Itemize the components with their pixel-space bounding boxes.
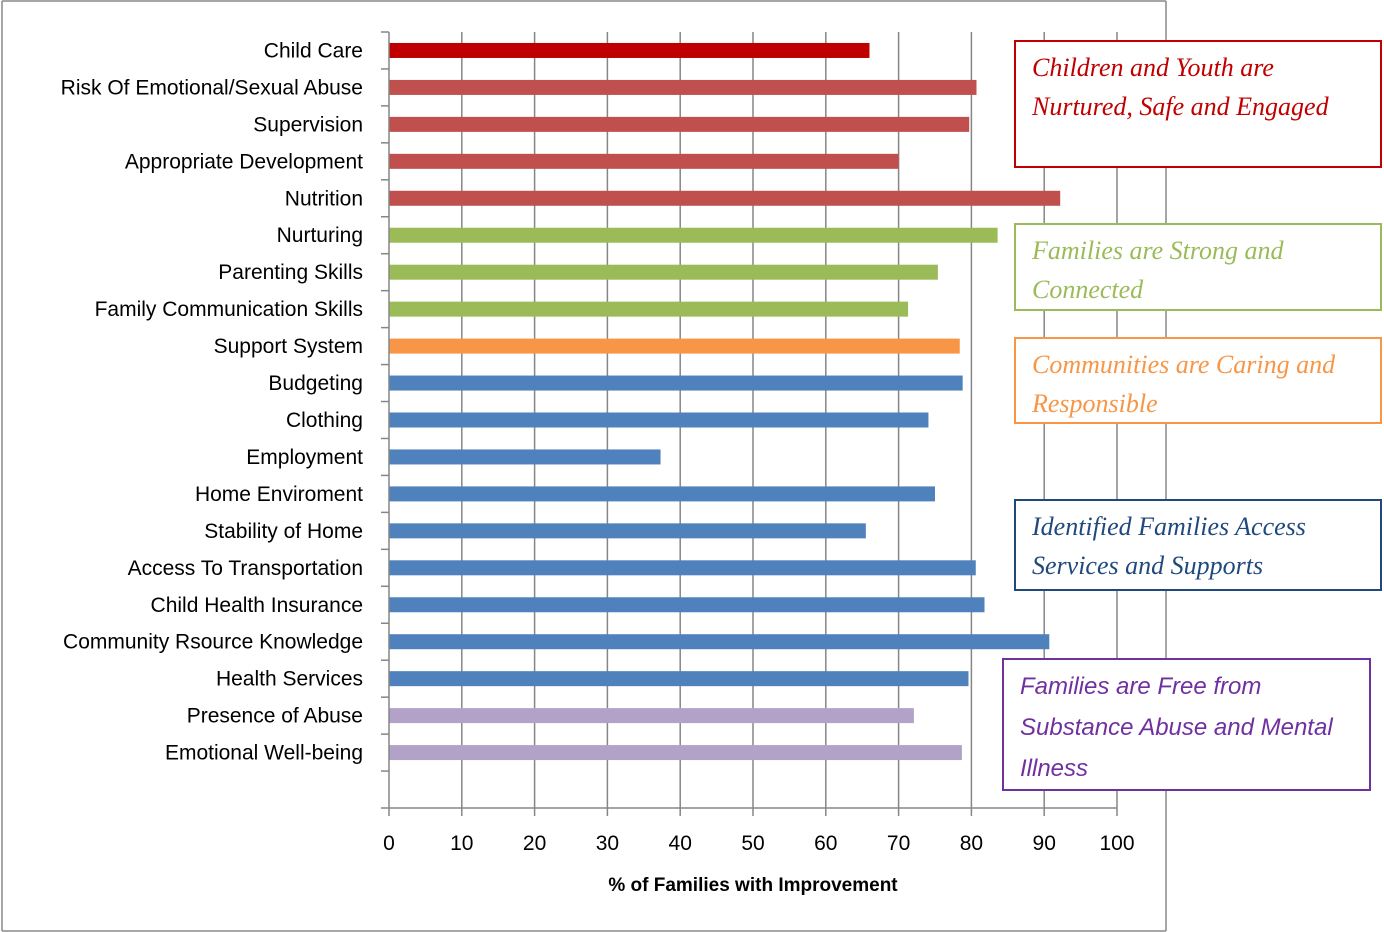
category-label: Nutrition xyxy=(285,187,363,210)
category-label: Emotional Well-being xyxy=(165,742,363,765)
category-label: Presence of Abuse xyxy=(187,705,363,728)
category-label: Family Communication Skills xyxy=(95,298,363,321)
category-label: Risk Of Emotional/Sexual Abuse xyxy=(61,76,363,99)
category-label: Home Enviroment xyxy=(195,483,363,506)
category-label: Appropriate Development xyxy=(125,150,363,173)
category-label: Stability of Home xyxy=(204,520,363,543)
bar xyxy=(389,375,963,391)
x-tick-label: 80 xyxy=(960,832,983,855)
bar xyxy=(389,745,962,761)
bar xyxy=(389,42,870,58)
category-label: Access To Transportation xyxy=(128,557,363,580)
category-label: Community Rsource Knowledge xyxy=(63,631,363,654)
bar xyxy=(389,634,1050,650)
category-label: Support System xyxy=(214,335,363,358)
bar xyxy=(389,79,977,95)
category-label: Supervision xyxy=(253,113,363,136)
category-label: Employment xyxy=(246,446,363,469)
bar xyxy=(389,153,899,169)
category-label: Nurturing xyxy=(277,224,363,247)
bar xyxy=(389,190,1061,206)
x-tick-label: 90 xyxy=(1033,832,1056,855)
x-tick-label: 100 xyxy=(1099,832,1134,855)
bar xyxy=(389,227,998,243)
x-axis-title: % of Families with Improvement xyxy=(608,875,898,896)
bar xyxy=(389,116,970,132)
bar xyxy=(389,560,976,576)
x-tick-label: 0 xyxy=(383,832,395,855)
bar xyxy=(389,338,960,354)
annotation-identified-families: Identified Families Access Services and … xyxy=(1014,499,1382,591)
category-label: Health Services xyxy=(216,668,363,691)
x-tick-label: 60 xyxy=(814,832,837,855)
annotation-families-strong: Families are Strong and Connected xyxy=(1014,223,1382,311)
bar xyxy=(389,412,929,428)
x-tick-label: 50 xyxy=(741,832,764,855)
x-tick-label: 20 xyxy=(523,832,546,855)
x-tick-label: 40 xyxy=(669,832,692,855)
x-tick-label: 70 xyxy=(887,832,910,855)
bar xyxy=(389,264,938,280)
annotation-communities: Communities are Caring and Responsible xyxy=(1014,337,1382,424)
category-label: Clothing xyxy=(286,409,363,432)
bar xyxy=(389,671,969,687)
x-tick-label: 30 xyxy=(596,832,619,855)
category-label: Child Care xyxy=(264,39,363,62)
bar xyxy=(389,597,985,613)
bar xyxy=(389,486,935,502)
bar xyxy=(389,708,914,724)
axes xyxy=(381,31,1118,816)
bar xyxy=(389,301,909,317)
category-label: Child Health Insurance xyxy=(151,594,363,617)
x-tick-label: 10 xyxy=(450,832,473,855)
category-label: Budgeting xyxy=(268,372,363,395)
category-labels: Child Care Risk Of Emotional/Sexual Abuse… xyxy=(61,39,363,764)
bar xyxy=(389,449,661,465)
bars xyxy=(389,42,1061,761)
annotation-substance-abuse: Families are Free from Substance Abuse a… xyxy=(1002,658,1371,791)
annotation-children-youth: Children and Youth are Nurtured, Safe an… xyxy=(1014,40,1382,168)
x-tick-labels: 0 10 20 30 40 50 60 70 80 90 100 xyxy=(383,832,1134,855)
bar xyxy=(389,523,866,539)
category-label: Parenting Skills xyxy=(218,261,363,284)
